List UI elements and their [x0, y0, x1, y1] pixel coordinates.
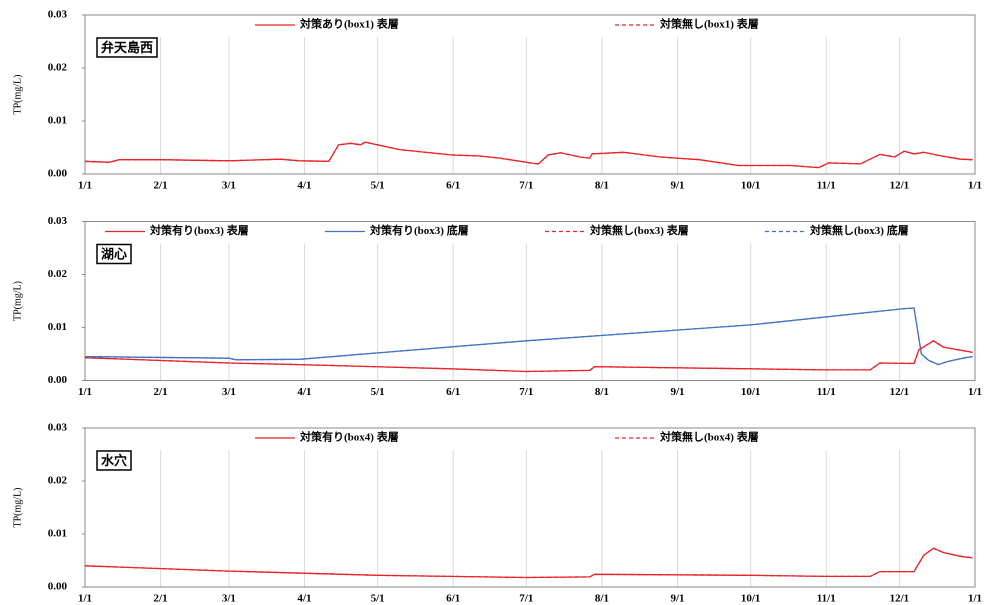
x-tick-label: 9/1	[670, 180, 684, 192]
x-tick-label: 10/1	[741, 593, 761, 605]
x-tick-label: 11/1	[817, 593, 836, 605]
x-tick-label: 4/1	[297, 593, 311, 605]
data-line	[84, 141, 973, 169]
data-line	[84, 340, 973, 373]
legend-label: 対策無し(box3) 表層	[589, 223, 689, 237]
x-tick-label: 8/1	[595, 386, 609, 398]
location-label: 湖心	[101, 246, 127, 261]
y-tick-label: 0.01	[48, 528, 67, 540]
x-tick-label: 3/1	[222, 593, 236, 605]
x-tick-label: 8/1	[595, 180, 609, 192]
x-tick-label: 5/1	[371, 593, 385, 605]
y-tick-label: 0.00	[48, 581, 68, 593]
x-tick-label: 10/1	[741, 386, 761, 398]
x-tick-label: 11/1	[817, 386, 836, 398]
x-tick-label: 1/1	[78, 593, 92, 605]
plot-frame	[84, 221, 976, 381]
x-tick-label: 2/1	[154, 593, 168, 605]
x-tick-label: 1/1	[78, 180, 92, 192]
x-tick-label: 9/1	[670, 593, 684, 605]
x-tick-label: 7/1	[519, 180, 533, 192]
x-tick-label: 1/1	[968, 593, 982, 605]
y-axis-label: TP(mg/L)	[12, 281, 23, 321]
data-line	[84, 307, 973, 366]
legend-label: 対策あり(box1) 表層	[299, 17, 399, 31]
x-tick-label: 1/1	[968, 386, 982, 398]
x-tick-label: 3/1	[222, 180, 236, 192]
x-tick-label: 7/1	[519, 386, 533, 398]
y-tick-label: 0.02	[48, 475, 68, 487]
x-tick-label: 7/1	[519, 593, 533, 605]
x-tick-label: 4/1	[297, 180, 311, 192]
x-tick-label: 3/1	[222, 386, 236, 398]
plot-frame	[84, 427, 976, 588]
legend-label: 対策有り(box3) 表層	[149, 223, 249, 237]
x-tick-label: 9/1	[670, 386, 684, 398]
x-tick-label: 8/1	[595, 593, 609, 605]
y-axis-label: TP(mg/L)	[12, 488, 23, 528]
x-tick-label: 6/1	[446, 593, 460, 605]
legend-label: 対策有り(box3) 底層	[369, 223, 469, 237]
x-tick-label: 5/1	[371, 386, 385, 398]
data-line	[84, 307, 973, 366]
y-axis-label: TP(mg/L)	[12, 75, 23, 115]
x-tick-label: 1/1	[968, 180, 982, 192]
legend-label: 対策無し(box1) 表層	[659, 17, 759, 31]
legend-label: 対策無し(box3) 底層	[809, 223, 909, 237]
x-tick-label: 2/1	[154, 180, 168, 192]
location-label: 水穴	[101, 453, 127, 468]
y-tick-label: 0.02	[48, 268, 68, 280]
x-tick-label: 6/1	[446, 180, 460, 192]
x-tick-label: 11/1	[817, 180, 836, 192]
x-tick-label: 12/1	[890, 386, 910, 398]
x-tick-label: 10/1	[741, 180, 761, 192]
y-tick-label: 0.03	[48, 422, 68, 434]
x-tick-label: 1/1	[78, 386, 92, 398]
location-box	[96, 243, 132, 265]
x-tick-label: 4/1	[297, 386, 311, 398]
location-box	[96, 450, 132, 471]
y-tick-label: 0.02	[48, 62, 68, 74]
data-line	[84, 547, 973, 579]
location-box	[96, 37, 158, 58]
y-tick-label: 0.00	[48, 374, 68, 386]
location-label: 弁天島西	[101, 40, 153, 55]
legend-label: 対策無し(box4) 表層	[659, 430, 759, 444]
x-tick-label: 12/1	[890, 593, 910, 605]
plot-frame	[84, 14, 976, 175]
x-tick-label: 2/1	[154, 386, 168, 398]
y-tick-label: 0.01	[48, 115, 67, 127]
x-tick-label: 12/1	[890, 180, 910, 192]
y-tick-label: 0.00	[48, 168, 68, 180]
y-tick-label: 0.01	[48, 321, 67, 333]
legend-label: 対策有り(box4) 表層	[299, 430, 399, 444]
data-line	[84, 340, 973, 373]
y-tick-label: 0.03	[48, 215, 68, 227]
y-tick-label: 0.03	[48, 9, 68, 21]
data-line	[84, 141, 973, 169]
data-line	[84, 547, 973, 579]
x-tick-label: 5/1	[371, 180, 385, 192]
x-tick-label: 6/1	[446, 386, 460, 398]
